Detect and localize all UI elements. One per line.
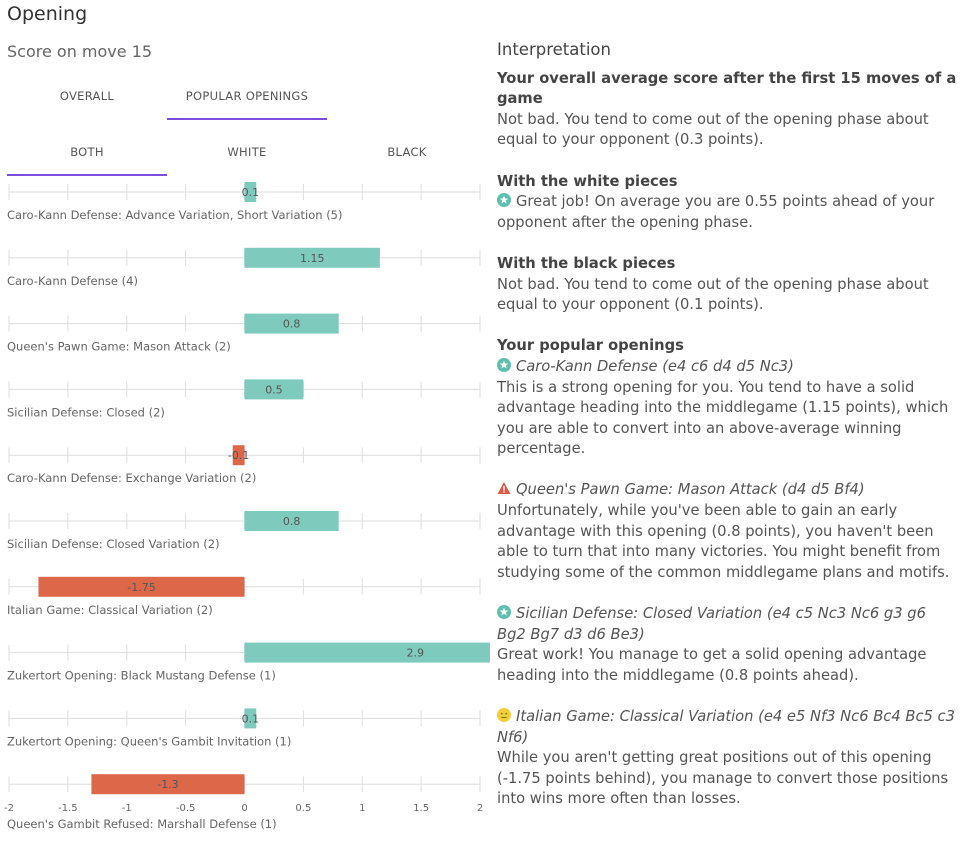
warning-icon (497, 482, 511, 495)
bar (244, 247, 380, 268)
opening-item: Caro-Kann Defense (e4 c6 d4 d5 Nc3) This… (497, 357, 959, 460)
x-tick-label: -1.5 (58, 803, 78, 814)
category-label: Caro-Kann Defense: Exchange Variation (2… (7, 471, 256, 485)
white-body: Great job! On average you are 0.55 point… (497, 192, 959, 233)
main-tabs: OVERALL POPULAR OPENINGS (7, 78, 327, 120)
opening-name: Queen's Pawn Game: Mason Attack (d4 d5 B… (516, 481, 865, 499)
x-tick-label: 0.5 (295, 803, 311, 814)
white-text: Great job! On average you are 0.55 point… (497, 193, 935, 231)
popular-openings-summary: Your popular openings Caro-Kann Defense … (497, 336, 959, 460)
white-title: With the white pieces (497, 172, 678, 190)
opening-text: Great work! You manage to get a solid op… (497, 646, 927, 684)
page-subtitle: Score on move 15 (7, 42, 153, 61)
bar-value-label: 0.8 (283, 515, 301, 528)
bar (38, 576, 245, 597)
opening-name: Italian Game: Classical Variation (e4 e5… (497, 708, 955, 746)
overall-text: Not bad. You tend to come out of the ope… (497, 110, 929, 149)
x-tick-label: -2 (4, 803, 14, 814)
bar (244, 511, 339, 531)
page-title: Opening (7, 3, 88, 25)
bar (244, 708, 257, 729)
x-tick-label: -0.5 (176, 803, 196, 814)
bar-value-label: 0.5 (265, 383, 283, 396)
black-title: With the black pieces (497, 254, 676, 272)
bar (244, 182, 257, 202)
opening-name: Sicilian Defense: Closed Variation (e4 c… (497, 605, 926, 643)
category-label: Italian Game: Classical Variation (2) (7, 603, 213, 617)
x-tick-label: 0 (241, 803, 247, 814)
bar-value-label: -1.3 (157, 778, 178, 791)
bar (244, 313, 339, 334)
opening-text: Unfortunately, while you've been able to… (497, 502, 950, 581)
bar-value-label: 1.15 (300, 252, 325, 265)
x-tick-label: 2 (477, 803, 483, 814)
category-label: Queen's Gambit Refused: Marshall Defense… (7, 817, 277, 831)
black-summary: With the black pieces Not bad. You tend … (497, 254, 959, 316)
star-badge-icon (497, 357, 511, 372)
category-label: Caro-Kann Defense (4) (7, 274, 138, 288)
tab-overall[interactable]: OVERALL (59, 89, 115, 103)
neutral-face-icon (497, 708, 511, 722)
opening-item: Sicilian Defense: Closed Variation (e4 c… (497, 604, 959, 686)
star-badge-icon (497, 193, 511, 208)
bar-value-label: 0.1 (242, 186, 260, 199)
opening-text: This is a strong opening for you. You te… (497, 378, 949, 458)
bar (91, 774, 245, 795)
category-label: Zukertort Opening: Black Mustang Defense… (7, 669, 276, 683)
overall-title: Your overall average score after the fir… (497, 69, 957, 108)
black-text: Not bad. You tend to come out of the ope… (497, 275, 929, 314)
opening-item: Italian Game: Classical Variation (e4 e5… (497, 707, 959, 810)
overall-summary: Your overall average score after the fir… (497, 69, 959, 151)
tab-popular-openings[interactable]: POPULAR OPENINGS (167, 78, 327, 120)
category-label: Caro-Kann Defense: Advance Variation, Sh… (7, 208, 342, 222)
interpretation-panel: Interpretation Your overall average scor… (497, 40, 959, 831)
tab-both[interactable]: BOTH (7, 134, 167, 176)
star-badge-icon (497, 605, 511, 620)
x-tick-label: -1 (122, 803, 132, 814)
x-tick-label: 1 (359, 803, 365, 814)
openings-bar-chart: 0.1 Caro-Kann Defense: Advance Variation,… (4, 182, 490, 831)
category-label: Sicilian Defense: Closed Variation (2) (7, 537, 220, 551)
opening-item: Queen's Pawn Game: Mason Attack (d4 d5 B… (497, 480, 959, 583)
bar (244, 642, 490, 663)
bar-value-label: 0.8 (283, 318, 301, 331)
category-label: Zukertort Opening: Queen's Gambit Invita… (7, 734, 291, 748)
bar-value-label: 2.9 (406, 647, 424, 660)
white-summary: With the white pieces Great job! On aver… (497, 172, 959, 234)
bar-value-label: -0.1 (228, 449, 249, 462)
x-tick-label: 1.5 (413, 803, 429, 814)
interpretation-heading: Interpretation (497, 40, 611, 59)
category-label: Queen's Pawn Game: Mason Attack (2) (7, 340, 231, 354)
bar (232, 445, 245, 466)
tab-white[interactable]: WHITE (227, 145, 267, 159)
tab-black[interactable]: BLACK (387, 145, 427, 159)
opening-text: While you aren't getting great positions… (497, 749, 949, 808)
popular-title: Your popular openings (497, 337, 684, 355)
bar (244, 379, 304, 400)
bar-value-label: 0.1 (242, 712, 260, 725)
opening-name: Caro-Kann Defense (e4 c6 d4 d5 Nc3) (516, 357, 794, 375)
bar-value-label: -1.75 (127, 581, 155, 594)
category-label: Sicilian Defense: Closed (2) (7, 405, 165, 419)
color-tabs: BOTH WHITE BLACK (7, 134, 487, 176)
